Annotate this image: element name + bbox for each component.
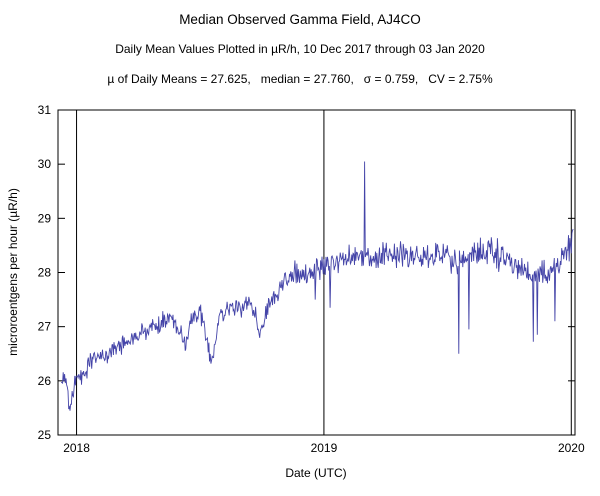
y-tick-label: 27 xyxy=(38,320,52,334)
chart-title: Median Observed Gamma Field, AJ4CO xyxy=(179,12,421,27)
y-tick-label: 25 xyxy=(38,428,52,442)
x-tick-label: 2020 xyxy=(558,441,585,455)
y-tick-label: 26 xyxy=(38,374,52,388)
y-tick-label: 28 xyxy=(38,266,52,280)
x-tick-label: 2018 xyxy=(63,441,90,455)
y-tick-label: 30 xyxy=(38,157,52,171)
y-tick-label: 29 xyxy=(38,211,52,225)
data-series-line xyxy=(60,161,574,411)
chart-stats-line: µ of Daily Means = 27.625, median = 27.7… xyxy=(107,72,493,86)
plot-area: 25 26 27 28 29 30 31 2018 2019 2020 xyxy=(38,103,585,455)
chart-subtitle: Daily Mean Values Plotted in µR/h, 10 De… xyxy=(115,42,485,56)
y-axis-label: microroentgens per hour (µR/h) xyxy=(6,188,20,356)
x-axis-label: Date (UTC) xyxy=(285,466,346,480)
y-tick-label: 31 xyxy=(38,103,52,117)
plot-frame xyxy=(57,109,576,436)
x-tick-label: 2019 xyxy=(311,441,338,455)
